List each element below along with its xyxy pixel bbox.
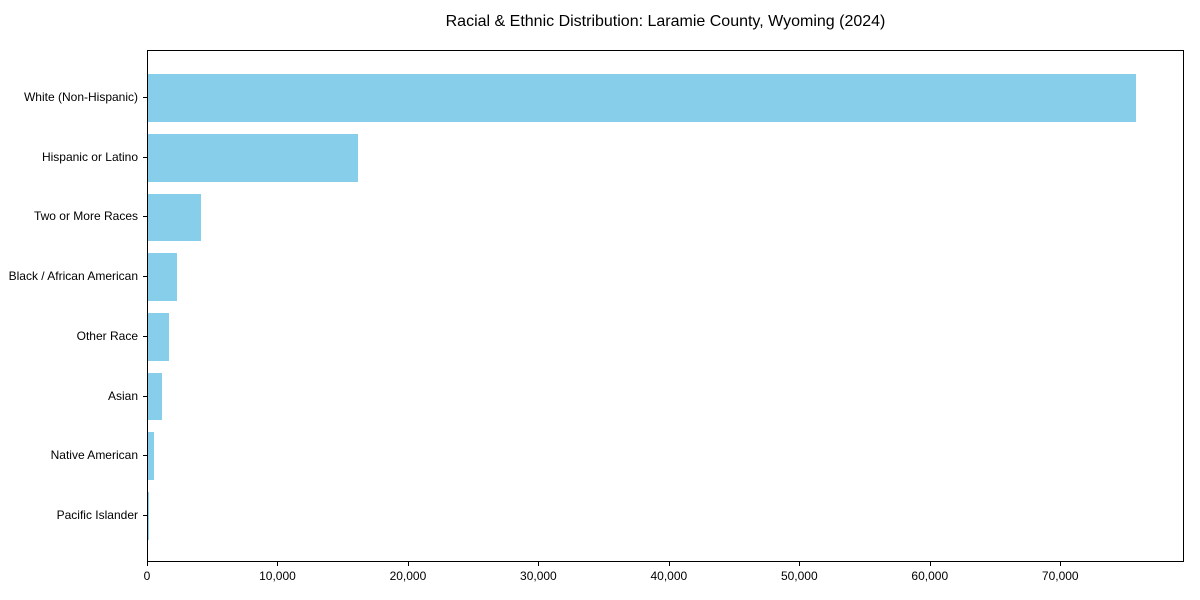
bar-two-or-more-races — [148, 193, 202, 242]
y-tick-label-black-african-american: Black / African American — [8, 269, 138, 284]
chart-title: Racial & Ethnic Distribution: Laramie Co… — [445, 13, 886, 30]
x-tick-mark — [1060, 562, 1062, 566]
y-tick-label-hispanic-or-latino: Hispanic or Latino — [41, 149, 138, 164]
x-tick-label-50000: 50,000 — [780, 569, 818, 583]
y-tick-mark — [143, 514, 147, 516]
y-tick-mark — [143, 335, 147, 337]
x-tick-mark — [799, 562, 801, 566]
x-tick-mark — [407, 562, 409, 566]
x-tick-label-0: 0 — [143, 569, 151, 583]
bar-white-non-hispanic — [148, 74, 1136, 122]
x-tick-label-20000: 20,000 — [389, 569, 427, 583]
bar-native-american — [148, 432, 154, 481]
bar-black-african-american — [148, 253, 177, 302]
y-tick-label-other-race: Other Race — [76, 328, 138, 343]
y-tick-mark — [143, 97, 147, 99]
x-tick-mark — [929, 562, 931, 566]
y-tick-label-pacific-islander: Pacific Islander — [56, 507, 138, 522]
y-tick-mark — [143, 455, 147, 457]
y-tick-mark — [143, 276, 147, 278]
bar-hispanic-or-latino — [148, 133, 359, 182]
x-tick-label-60000: 60,000 — [911, 569, 949, 583]
x-tick-mark — [668, 562, 670, 566]
y-tick-label-asian: Asian — [107, 388, 138, 403]
x-tick-mark — [538, 562, 540, 566]
x-tick-label-70000: 70,000 — [1041, 569, 1079, 583]
y-tick-mark — [143, 216, 147, 218]
y-tick-label-white-non-hispanic: White (Non-Hispanic) — [23, 90, 138, 105]
y-tick-label-two-or-more-races: Two or More Races — [33, 209, 138, 224]
x-tick-mark — [277, 562, 279, 566]
bar-asian — [148, 372, 163, 421]
x-tick-label-40000: 40,000 — [650, 569, 688, 583]
x-tick-label-10000: 10,000 — [259, 569, 296, 583]
x-tick-mark — [147, 562, 148, 566]
y-tick-label-native-american: Native American — [50, 448, 138, 463]
y-tick-mark — [143, 395, 147, 397]
plot-area — [147, 50, 1184, 562]
bar-other-race — [148, 312, 169, 361]
bar-pacific-islander — [148, 491, 150, 540]
x-tick-label-30000: 30,000 — [520, 569, 557, 583]
y-tick-mark — [143, 156, 147, 158]
